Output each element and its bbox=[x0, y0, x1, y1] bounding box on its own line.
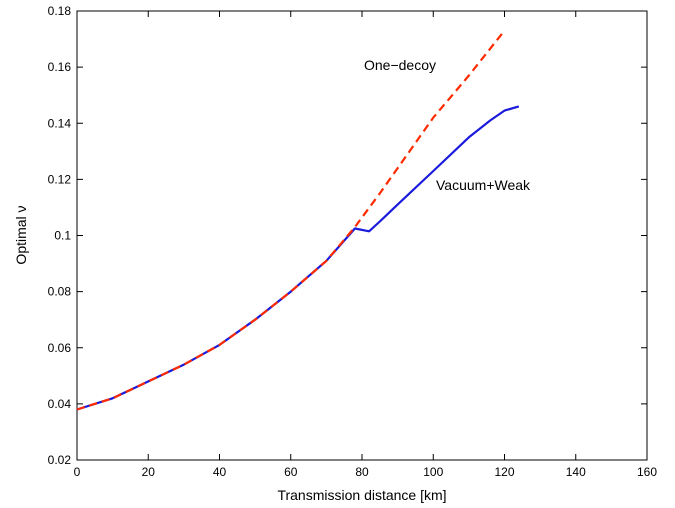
axis-ticks: 0 20 40 60 80 100 120 140 160 0.02 0.04 0.06 0.08 0.1… bbox=[48, 4, 658, 479]
series-line-vacuum-weak bbox=[76, 105, 520, 411]
y-tick-label: 0.08 bbox=[48, 285, 72, 299]
y-tick-label: 0.1 bbox=[54, 229, 71, 243]
x-tick-label: 60 bbox=[284, 465, 298, 479]
plot-area bbox=[76, 10, 648, 461]
x-tick-label: 100 bbox=[423, 465, 443, 479]
y-tick-label: 0.06 bbox=[48, 341, 72, 355]
x-tick-label: 140 bbox=[566, 465, 586, 479]
x-tick-label: 0 bbox=[74, 465, 81, 479]
y-tick-label: 0.04 bbox=[48, 397, 72, 411]
series-label-vacuum-weak: Vacuum+Weak bbox=[436, 177, 531, 193]
series-line-one-decoy bbox=[76, 29, 506, 411]
x-tick-label: 160 bbox=[637, 465, 657, 479]
y-axis-label: Optimal ν bbox=[13, 205, 29, 264]
y-tick-label: 0.18 bbox=[48, 4, 72, 18]
x-tick-label: 80 bbox=[355, 465, 369, 479]
x-tick-label: 120 bbox=[494, 465, 514, 479]
y-tick-label: 0.16 bbox=[48, 60, 72, 74]
series-label-one-decoy: One−decoy bbox=[364, 57, 436, 73]
x-axis-label: Transmission distance [km] bbox=[277, 487, 446, 503]
x-tick-label: 20 bbox=[142, 465, 156, 479]
series-group bbox=[76, 29, 520, 411]
y-tick-label: 0.12 bbox=[48, 172, 72, 186]
y-tick-label: 0.14 bbox=[48, 116, 72, 130]
x-tick-label: 40 bbox=[213, 465, 227, 479]
y-tick-label: 0.02 bbox=[48, 453, 72, 467]
